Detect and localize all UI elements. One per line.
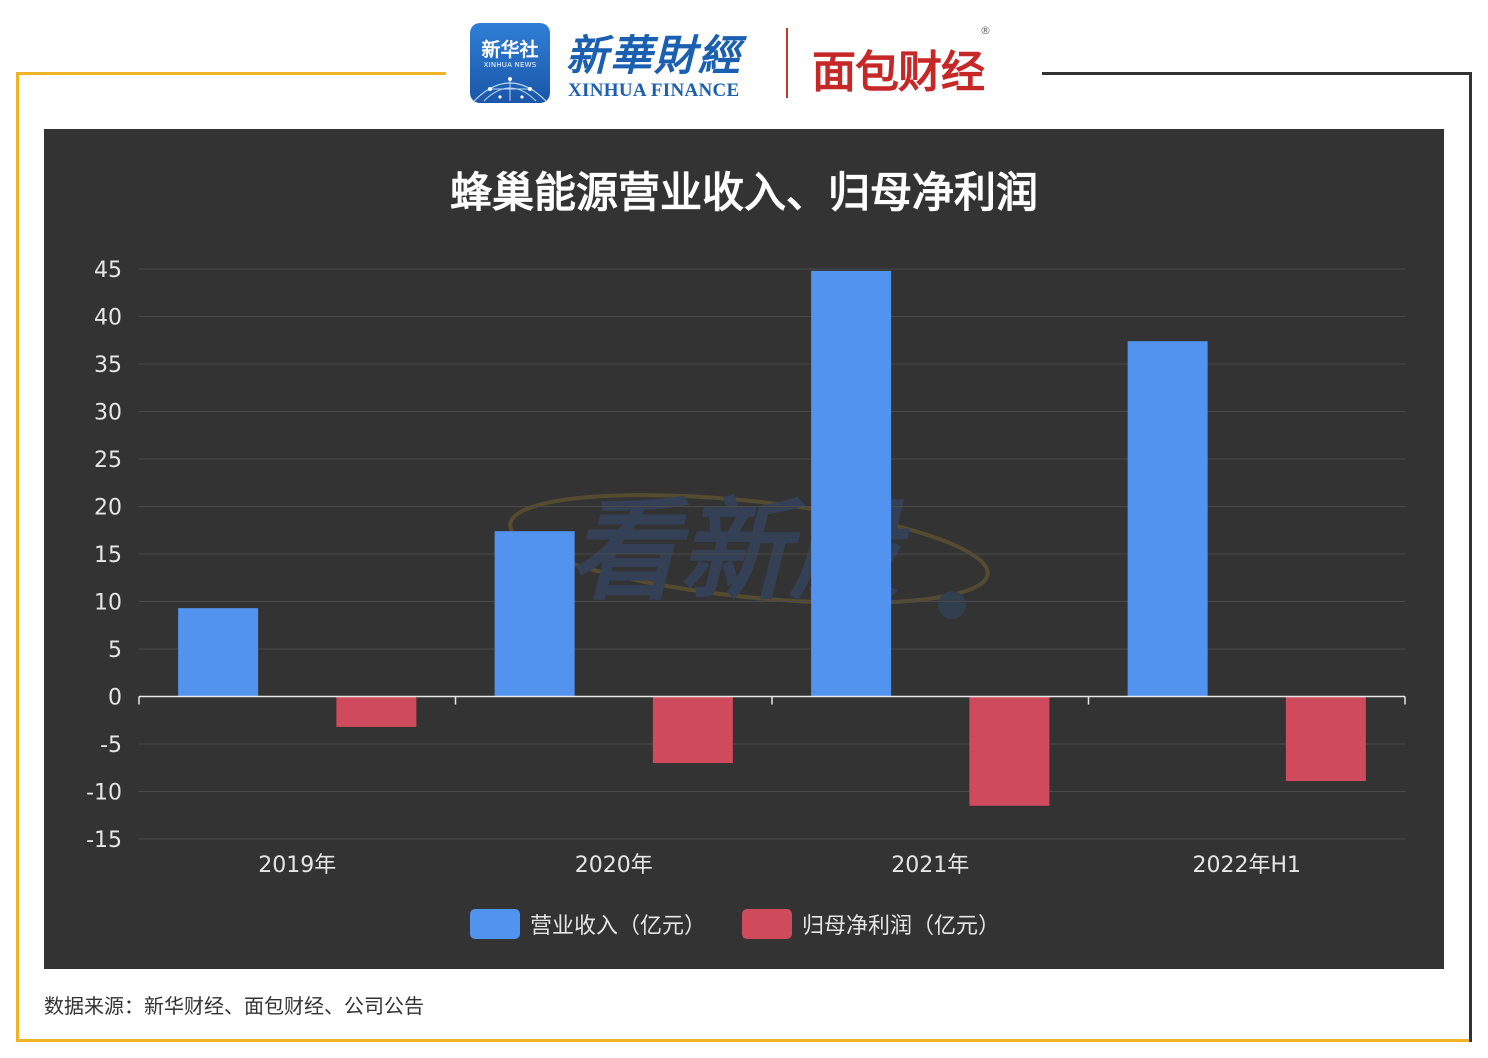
revenue-bar (494, 531, 575, 697)
xinhua-finance-en: XINHUA FINANCE (568, 80, 740, 101)
revenue-bar (178, 608, 259, 697)
mianbao-logo-text: 面包财经 (812, 47, 985, 98)
x-axis-labels: 2019年 2020年 2021年 2022年H1 (258, 853, 1301, 878)
frame-top-left-line (16, 72, 446, 75)
y-tick-label: 20 (94, 496, 122, 521)
frame-bottom-line (16, 1039, 1472, 1042)
y-tick-label: 10 (94, 591, 122, 616)
y-tick-label: 30 (94, 401, 122, 426)
bar-chart: 蜂巢能源营业收入、归母净利润 看新股 45 40 35 30 25 20 15 10 5 0 -5 -… (86, 168, 1406, 939)
xinhua-finance-cn: 新華財經 (566, 31, 743, 80)
frame-left-line (16, 72, 19, 1042)
xinhua-badge-en: XINHUA NEWS (483, 61, 537, 69)
net-profit-bar (652, 696, 733, 763)
legend-item-net-profit: 归母净利润（亿元） (742, 909, 1000, 939)
y-axis-ticks: 45 40 35 30 25 20 15 10 5 0 -5 -10 -15 (86, 258, 122, 853)
watermark: 看新股 (508, 487, 990, 619)
y-tick-label: -5 (100, 733, 122, 758)
x-tick-label: 2019年 (258, 853, 336, 878)
mianbao-finance-logo: 面包财经 ® (812, 18, 1012, 108)
x-tick-label: 2021年 (891, 853, 969, 878)
chart-title: 蜂巢能源营业收入、归母净利润 (450, 168, 1038, 217)
source-note: 数据来源：新华财经、面包财经、公司公告 (44, 994, 424, 1018)
x-tick-label: 2022年H1 (1192, 853, 1301, 878)
legend-swatch (470, 909, 520, 939)
legend: 营业收入（亿元） 归母净利润（亿元） (470, 909, 1000, 939)
legend-label: 归母净利润（亿元） (802, 914, 1000, 939)
y-tick-label: 25 (94, 448, 122, 473)
y-tick-label: 15 (94, 543, 122, 568)
net-profit-bar (336, 696, 417, 727)
xinhua-finance-logo: 新華財經 XINHUA FINANCE (566, 18, 766, 108)
header-logos: 新华社 XINHUA NEWS 新華財經 XINHUA FINANCE 面包财经… (470, 18, 1012, 108)
y-tick-label: 0 (108, 686, 122, 711)
y-tick-label: 40 (94, 306, 122, 331)
net-profit-bar (969, 696, 1050, 806)
legend-label: 营业收入（亿元） (530, 914, 706, 939)
x-axis (138, 695, 1406, 705)
y-tick-label: -10 (86, 781, 122, 806)
revenue-bar (1127, 341, 1208, 697)
y-tick-label: 5 (108, 638, 122, 663)
legend-item-revenue: 营业收入（亿元） (470, 909, 706, 939)
registered-mark: ® (980, 24, 991, 37)
frame-right-line (1469, 72, 1472, 1042)
net-profit-bar (1285, 696, 1366, 782)
frame-top-right-line (1042, 72, 1472, 75)
xinhua-badge-cn: 新华社 (481, 39, 539, 61)
legend-swatch (742, 909, 792, 939)
y-tick-label: 45 (94, 258, 122, 283)
grid-lines (139, 268, 1405, 840)
xinhua-news-logo: 新华社 XINHUA NEWS (470, 23, 550, 103)
x-tick-label: 2020年 (575, 853, 653, 878)
y-tick-label: -15 (86, 828, 122, 853)
revenue-bar (811, 270, 892, 697)
bars (178, 270, 1366, 806)
logo-divider (786, 28, 788, 98)
globe-network-icon (473, 77, 547, 102)
y-tick-label: 35 (94, 353, 122, 378)
